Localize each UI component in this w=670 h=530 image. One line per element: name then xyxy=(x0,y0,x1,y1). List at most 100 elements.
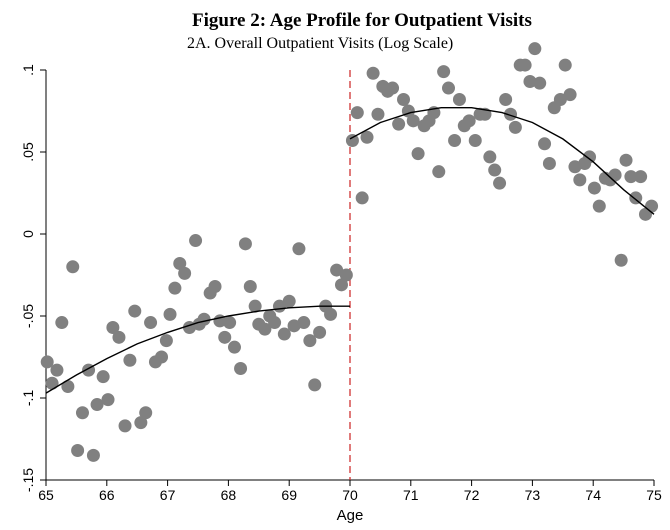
x-tick-label: 72 xyxy=(464,487,480,503)
data-point xyxy=(339,268,353,282)
chart-subtitle: 2A. Overall Outpatient Visits (Log Scale… xyxy=(187,35,454,52)
data-point xyxy=(573,173,587,187)
x-tick-label: 70 xyxy=(342,487,358,503)
data-point xyxy=(96,370,110,384)
data-point xyxy=(303,334,317,348)
data-point xyxy=(553,93,567,107)
data-point xyxy=(371,107,385,121)
x-tick-label: 74 xyxy=(585,487,601,503)
data-point xyxy=(432,165,446,179)
data-point xyxy=(168,281,182,295)
data-point xyxy=(411,147,425,161)
data-point xyxy=(308,378,322,392)
data-point xyxy=(397,93,411,107)
x-tick-label: 66 xyxy=(99,487,115,503)
data-point xyxy=(634,170,648,184)
data-point xyxy=(493,176,507,190)
y-tick-label: .1 xyxy=(20,64,36,76)
data-point xyxy=(499,93,513,107)
y-tick-label: -.1 xyxy=(20,390,36,407)
data-point xyxy=(406,114,420,128)
data-point xyxy=(504,107,518,121)
data-point xyxy=(144,316,158,330)
data-point xyxy=(238,237,252,251)
data-point xyxy=(488,163,502,177)
data-point xyxy=(538,137,552,151)
data-point xyxy=(386,81,400,95)
data-point xyxy=(106,320,120,334)
data-point xyxy=(258,322,272,336)
y-tick-label: -.15 xyxy=(20,468,36,492)
data-point xyxy=(523,74,537,88)
data-point xyxy=(223,316,237,330)
data-point xyxy=(112,330,126,344)
chart-title: Figure 2: Age Profile for Outpatient Vis… xyxy=(192,10,532,31)
data-point xyxy=(118,419,132,433)
data-point xyxy=(128,304,142,318)
x-axis-title: Age xyxy=(337,507,364,524)
data-point xyxy=(360,130,374,144)
data-point xyxy=(583,150,597,164)
data-point xyxy=(558,58,572,72)
data-point xyxy=(508,120,522,134)
data-point xyxy=(71,443,85,457)
data-point xyxy=(101,393,115,407)
data-point xyxy=(592,199,606,213)
data-point xyxy=(448,134,462,148)
data-point xyxy=(55,316,69,330)
data-point xyxy=(392,117,406,131)
data-point xyxy=(243,279,257,293)
x-tick-label: 68 xyxy=(221,487,237,503)
data-point xyxy=(163,307,177,321)
data-point xyxy=(587,181,601,195)
data-point xyxy=(86,448,100,462)
data-point xyxy=(277,327,291,341)
data-point xyxy=(614,253,628,267)
y-tick-label: -.05 xyxy=(20,304,36,328)
data-point xyxy=(123,353,137,367)
data-point xyxy=(528,42,542,56)
data-point xyxy=(208,279,222,293)
data-point xyxy=(268,316,282,330)
data-point xyxy=(178,266,192,280)
data-point xyxy=(248,299,262,313)
data-point xyxy=(324,307,338,321)
data-point xyxy=(608,168,622,182)
data-point xyxy=(139,406,153,420)
data-point xyxy=(330,263,344,277)
x-tick-label: 69 xyxy=(281,487,297,503)
data-point xyxy=(542,156,556,170)
data-point xyxy=(282,294,296,308)
data-point xyxy=(297,316,311,330)
data-point xyxy=(45,376,59,390)
data-point xyxy=(468,134,482,148)
data-point xyxy=(189,234,203,248)
data-point xyxy=(619,153,633,167)
fit-line-right xyxy=(349,107,655,215)
data-point xyxy=(624,170,638,184)
x-tick-label: 75 xyxy=(646,487,662,503)
data-point xyxy=(197,312,211,326)
x-tick-label: 73 xyxy=(525,487,541,503)
data-point xyxy=(234,361,248,375)
data-point xyxy=(66,260,80,274)
data-point xyxy=(462,114,476,128)
data-point xyxy=(350,106,364,120)
data-point xyxy=(227,340,241,354)
data-point xyxy=(355,191,369,205)
data-point xyxy=(313,325,327,339)
data-point xyxy=(452,93,466,107)
tick-labels: 65 66 67 68 69 70 71 72 73 74 75 Age -.15 -.1 -.05 0 .05… xyxy=(20,64,662,524)
data-point xyxy=(90,398,104,412)
data-point xyxy=(533,76,547,90)
y-tick-label: .05 xyxy=(20,142,36,162)
data-point xyxy=(40,355,54,369)
x-tick-label: 65 xyxy=(38,487,54,503)
data-point xyxy=(334,278,348,292)
data-point xyxy=(61,380,75,394)
data-point xyxy=(155,350,169,364)
data-point xyxy=(75,406,89,420)
data-points xyxy=(40,42,659,462)
data-point xyxy=(50,363,64,377)
